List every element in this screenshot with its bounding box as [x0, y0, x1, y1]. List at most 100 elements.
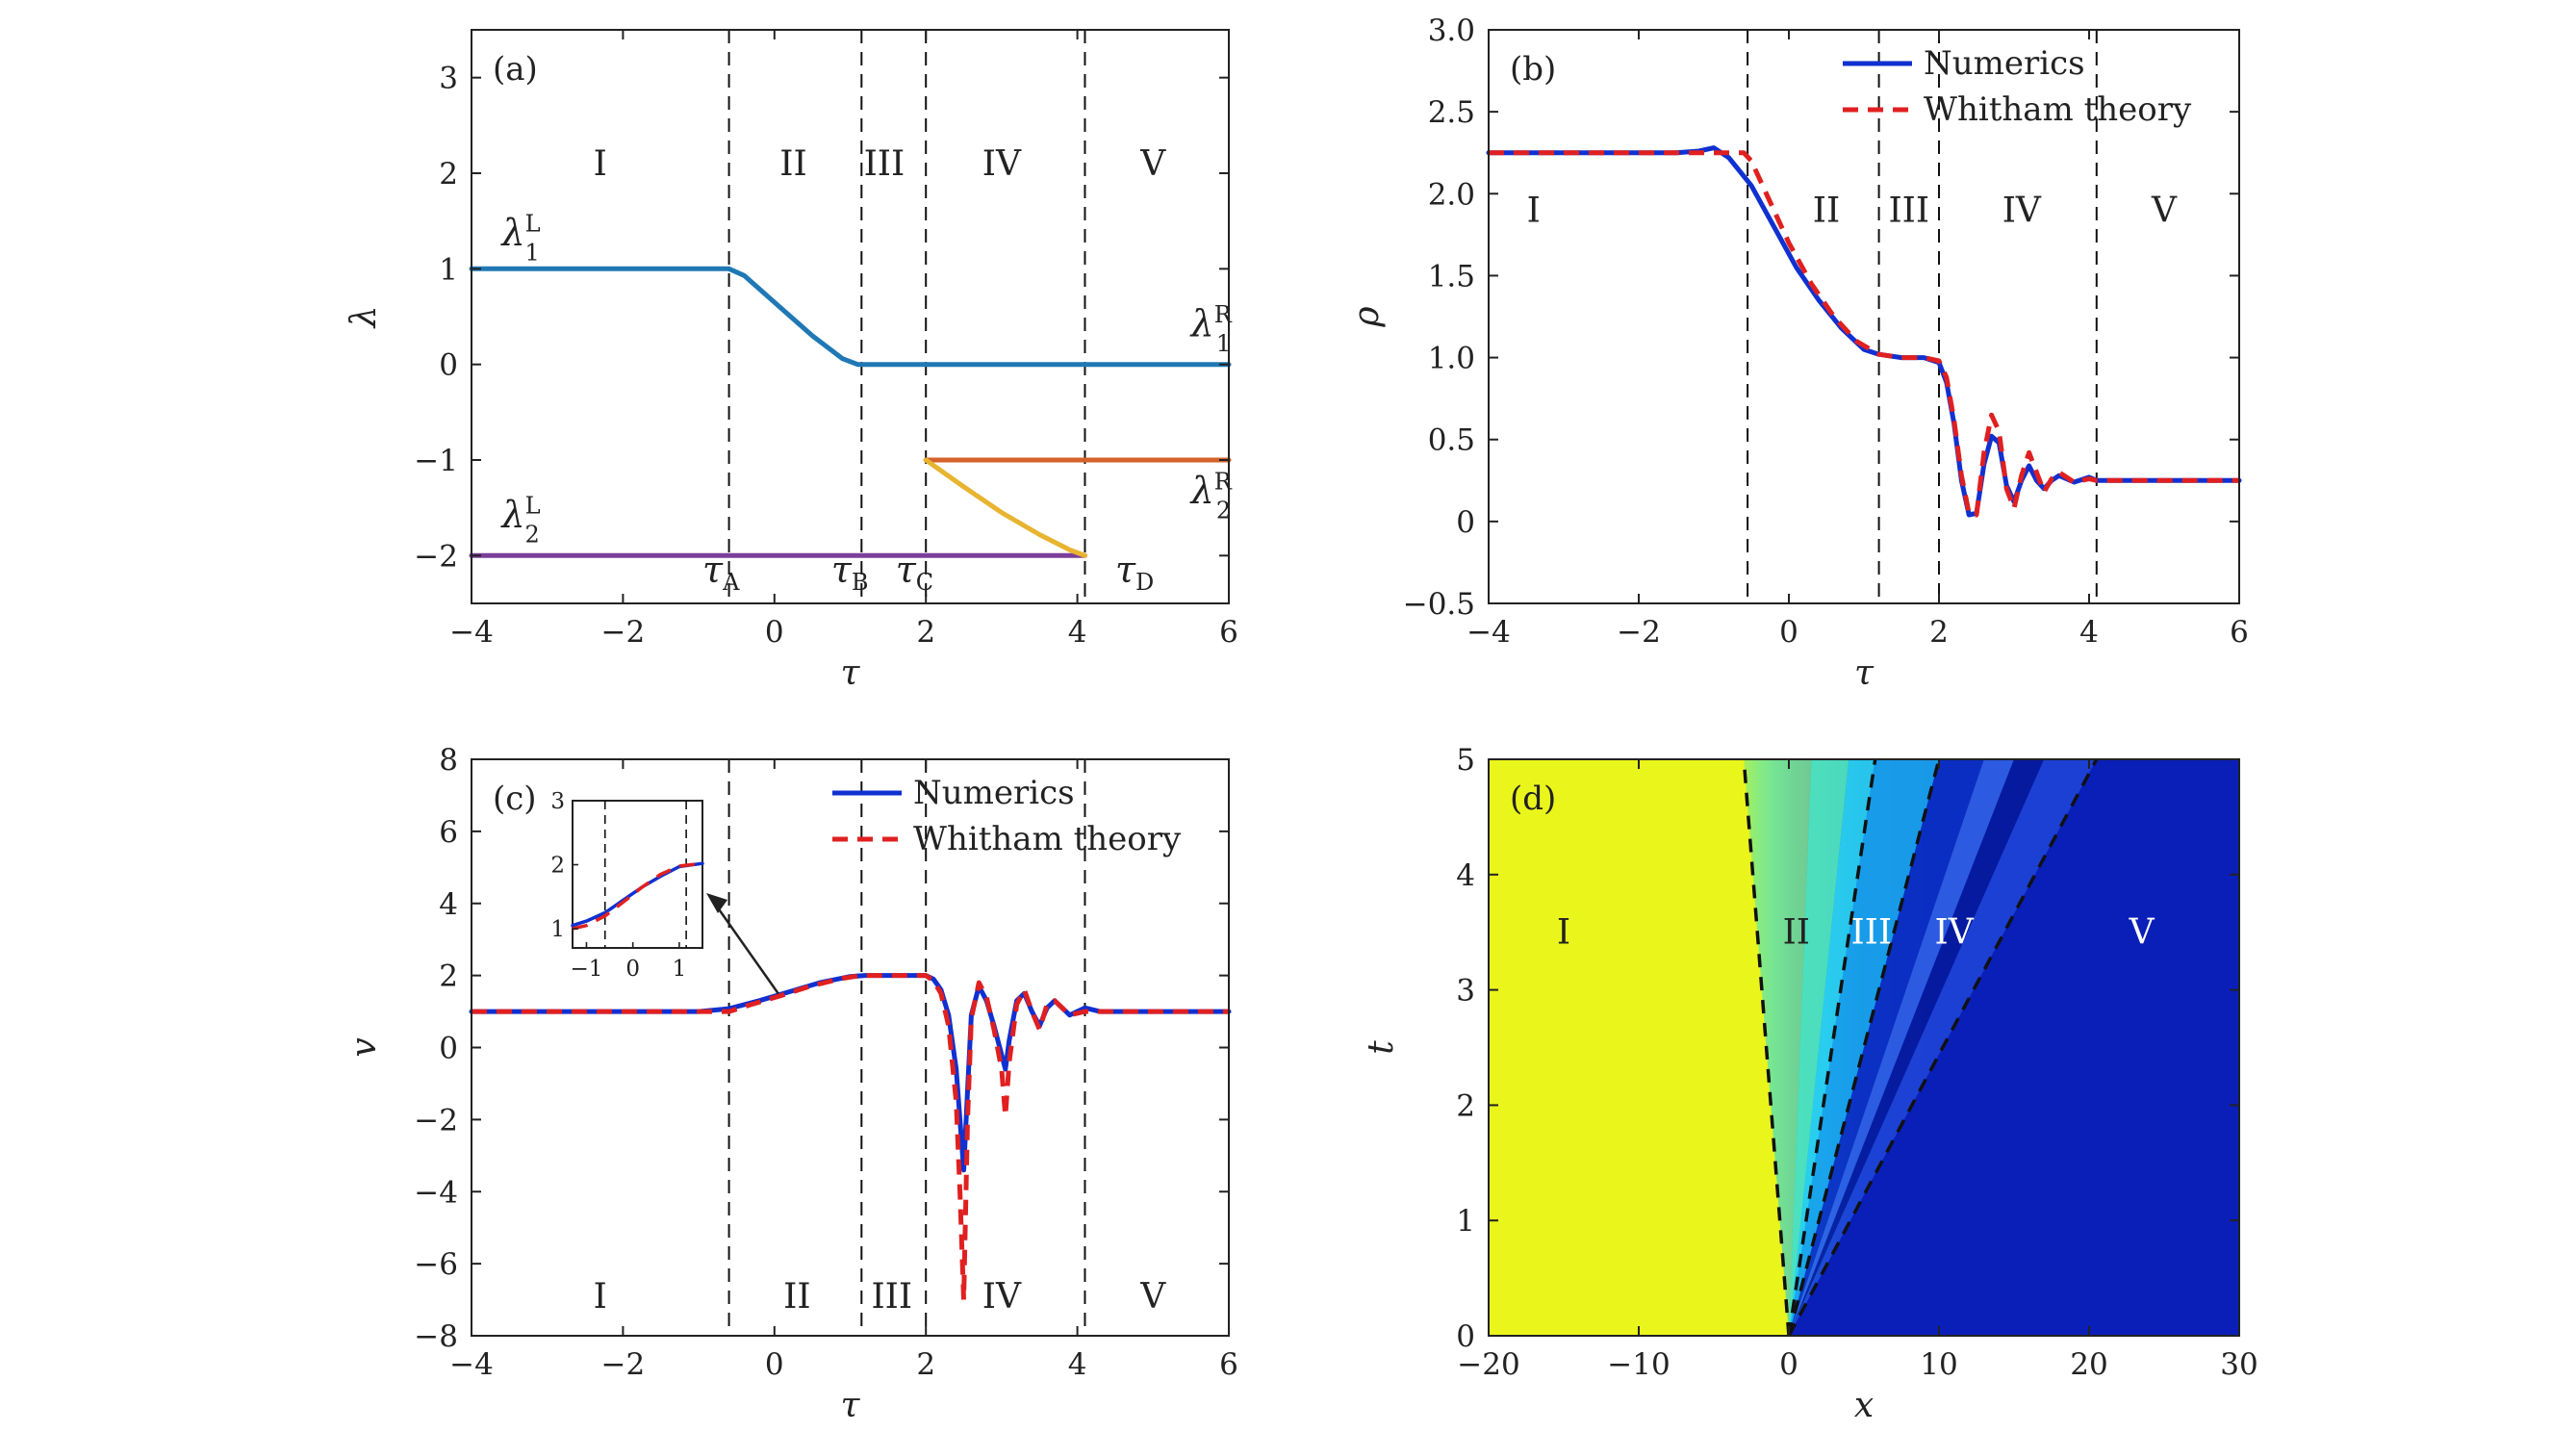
- region-label-V: V: [1139, 144, 1166, 184]
- y-tick-label: 0: [1456, 1319, 1475, 1354]
- inset-y-tick-label: 3: [550, 789, 565, 814]
- x-tick-label: 20: [2070, 1347, 2107, 1382]
- y-tick-label: 3.0: [1428, 13, 1475, 48]
- x-tick-label: 4: [2079, 615, 2099, 650]
- region-label-III: III: [864, 144, 905, 184]
- y-tick-label: −2: [414, 1103, 458, 1138]
- y-tick-label: 2.0: [1428, 177, 1475, 212]
- x-axis-label: x: [1854, 1386, 1874, 1425]
- heatmap-region-v: [1789, 759, 2239, 1336]
- y-tick-label: 1.0: [1428, 342, 1475, 376]
- math-annotation: τD: [1115, 549, 1154, 596]
- region-label-I: I: [1527, 191, 1541, 230]
- dashed-characteristic: [1742, 758, 1791, 1337]
- x-tick-label: 6: [1219, 615, 1238, 650]
- inset-y-tick-label: 1: [550, 917, 565, 942]
- math-annotation: λR 1: [1189, 301, 1233, 357]
- legend-label-whitham: Whitham theory: [1924, 90, 2192, 129]
- region-label-IV: IV: [982, 144, 1022, 184]
- region-label-II: II: [783, 1277, 810, 1317]
- series-line-whitham-theory: [472, 973, 1229, 1303]
- x-tick-label: −4: [449, 1347, 494, 1382]
- x-tick-label: 4: [1068, 1347, 1087, 1382]
- heatmap: [1489, 759, 2239, 1336]
- y-axis-label: λ: [344, 306, 384, 330]
- region-label-IV: IV: [2002, 191, 2042, 230]
- y-tick-label: 8: [439, 743, 458, 778]
- y-tick-label: −6: [414, 1247, 458, 1282]
- y-tick-label: 0: [439, 348, 458, 383]
- region-label-III: III: [871, 1277, 912, 1317]
- inset-x-tick-label: 0: [625, 957, 640, 982]
- panel-label: (a): [493, 50, 538, 89]
- plot-frame-3: [1488, 758, 2240, 1337]
- x-tick-label: 10: [1920, 1347, 1957, 1382]
- x-tick-label: 0: [1779, 1347, 1798, 1382]
- panel-b: −4 −2 0 2 4 6 −0.5 0 0.5 1.0 1.5 2.0 2.5 3.0 τ ρ Numeric…: [1347, 13, 2249, 693]
- math-annotation: τA: [702, 549, 740, 596]
- x-axis-label: τ: [841, 653, 861, 693]
- plot-frame-0: [471, 29, 1230, 604]
- y-tick-label: 0: [1456, 505, 1475, 540]
- x-tick-label: 0: [1779, 615, 1798, 650]
- y-axis-label: t: [1362, 1040, 1401, 1055]
- series-line-numerics: [469, 973, 1232, 1173]
- y-tick-label: 4: [439, 887, 458, 922]
- y-tick-label: −1: [414, 444, 458, 478]
- inset-pointer-arrowhead: [706, 893, 727, 913]
- region-label-I: I: [594, 144, 607, 184]
- y-tick-label: −4: [414, 1175, 458, 1210]
- x-tick-label: 4: [1068, 615, 1087, 650]
- region-label-II: II: [779, 144, 806, 184]
- region-label-II: II: [1813, 191, 1840, 230]
- x-tick-label: 2: [1929, 615, 1949, 650]
- series-line-0: [469, 266, 1232, 368]
- y-tick-label: −8: [414, 1319, 458, 1354]
- inset-y-tick-label: 2: [550, 854, 565, 879]
- panel-c: −4 −2 0 2 4 6 −8 −6 −4 −2 0 2 4 6 8 τ v Numerics Whitham t…: [344, 743, 1238, 1425]
- math-annotation: τB: [831, 549, 869, 596]
- y-axis-label: v: [344, 1037, 384, 1057]
- x-tick-label: 0: [765, 1347, 784, 1382]
- y-tick-label: 4: [1456, 858, 1475, 893]
- region-label-V: V: [1139, 1277, 1166, 1317]
- y-tick-label: −2: [414, 539, 458, 574]
- dashed-characteristic: [1787, 758, 1877, 1337]
- y-tick-label: 5: [1456, 743, 1475, 778]
- region-label-III: III: [1888, 191, 1929, 230]
- region-label-II: II: [1783, 913, 1810, 953]
- x-tick-label: −20: [1457, 1347, 1519, 1382]
- region-label-IV: IV: [1934, 913, 1974, 953]
- panel-label: (c): [493, 780, 537, 818]
- panel-label: (d): [1510, 780, 1556, 818]
- y-tick-label: 2: [439, 157, 458, 192]
- math-annotation: λL 2: [499, 493, 540, 549]
- region-label-I: I: [1557, 913, 1570, 953]
- region-label-III: III: [1850, 913, 1892, 953]
- legend-label-whitham: Whitham theory: [913, 820, 1182, 858]
- y-tick-label: 3: [439, 62, 458, 96]
- x-tick-label: −10: [1607, 1347, 1670, 1382]
- legend-label-numerics: Numerics: [1924, 44, 2085, 83]
- heatmap-wedge: [1789, 759, 1849, 1336]
- x-tick-label: −2: [601, 615, 646, 650]
- inset-x-tick-label: 1: [673, 957, 687, 982]
- inset-frame: [572, 800, 703, 949]
- x-tick-label: −2: [601, 1347, 646, 1382]
- x-tick-label: −4: [1467, 615, 1511, 650]
- y-tick-label: 2.5: [1428, 95, 1475, 130]
- series-line-3: [923, 457, 1087, 558]
- inset-x-tick-label: −1: [571, 957, 603, 982]
- y-axis-label: ρ: [1347, 306, 1387, 327]
- x-tick-label: −2: [1617, 615, 1661, 650]
- heatmap-wedge: [1744, 759, 1812, 1336]
- math-annotation: τC: [896, 549, 933, 596]
- panel-label: (b): [1510, 50, 1556, 89]
- x-tick-label: 6: [1219, 1347, 1238, 1382]
- x-tick-label: 0: [765, 615, 784, 650]
- x-axis-label: τ: [841, 1386, 861, 1425]
- plot-frame-1: [1488, 29, 2240, 604]
- x-tick-label: 2: [916, 615, 935, 650]
- inset-series-line: [571, 861, 704, 928]
